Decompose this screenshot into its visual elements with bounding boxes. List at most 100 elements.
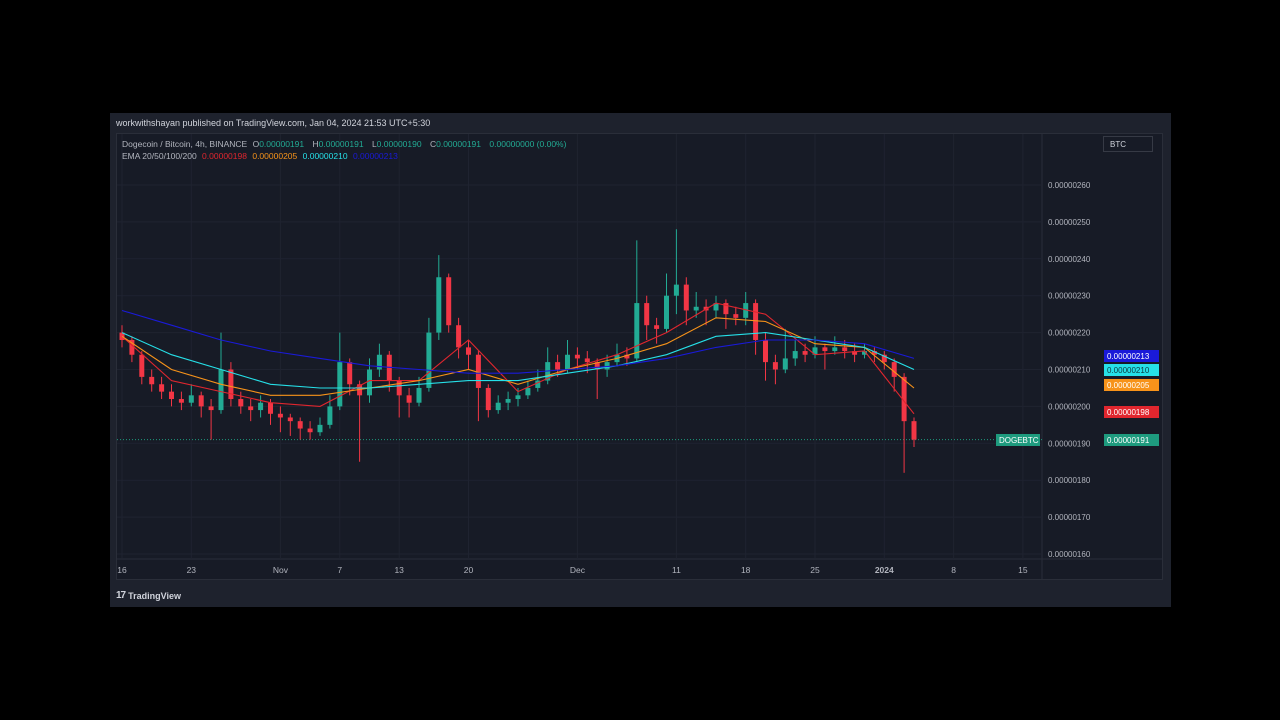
candle-body [782, 358, 788, 370]
candle-body [188, 395, 194, 403]
candle-body [495, 402, 501, 411]
x-tick-label: 11 [672, 565, 681, 575]
candle-body [317, 424, 323, 433]
ema200-value: 0.00000213 [352, 151, 398, 161]
ema-title: EMA 20/50/100/200 [122, 151, 197, 161]
candle-body [297, 421, 303, 429]
candle-body [772, 362, 778, 370]
y-tick-label: 0.00000190 [1048, 439, 1091, 448]
candle-body [466, 347, 471, 355]
candle-body [337, 362, 343, 407]
candle-body [802, 351, 808, 355]
y-tick-label: 0.00000240 [1048, 255, 1091, 264]
candle-body [723, 303, 729, 315]
candle-body [673, 284, 679, 296]
candle-body [178, 399, 184, 403]
candle-body [733, 314, 739, 318]
candle-body [822, 347, 828, 352]
candle-body [812, 347, 818, 355]
candle-body [871, 351, 877, 355]
x-tick-label: 16 [117, 565, 127, 575]
y-tick-label: 0.00000220 [1048, 329, 1091, 338]
candle-body [347, 362, 353, 385]
candle-body [485, 387, 491, 411]
candle-body [238, 399, 244, 407]
candle-body [159, 384, 165, 392]
currency-button[interactable]: BTC [1103, 136, 1153, 152]
ohlc-low: L0.00000190 [372, 139, 425, 149]
high-label: H [312, 139, 319, 149]
published-info: workwithshayan published on TradingView.… [116, 118, 431, 128]
y-tick-label: 0.00000160 [1048, 550, 1091, 559]
candle-body [376, 354, 382, 370]
ema50-value: 0.00000205 [252, 151, 298, 161]
x-tick-label: 23 [187, 565, 197, 575]
x-tick-label: Dec [570, 565, 586, 575]
candle-body [594, 362, 600, 370]
candle-body [446, 277, 452, 326]
candle-body [149, 376, 155, 385]
ema-line-ema200 [121, 309, 915, 374]
candle-body [535, 380, 541, 388]
high-value: 0.00000191 [318, 139, 364, 149]
ema-line-ema50 [121, 317, 915, 396]
candle-body [832, 347, 838, 352]
ohlc-high: H0.00000191 [313, 139, 367, 149]
x-tick-label: 25 [810, 565, 820, 575]
candle-body [129, 339, 135, 355]
symbol-legend: Dogecoin / Bitcoin, 4h, BINANCE O0.00000… [122, 139, 569, 149]
open-value: 0.00000191 [259, 139, 305, 149]
last-price-tag: 0.00000191 [1107, 436, 1150, 445]
x-tick-label: 8 [951, 565, 956, 575]
brand-text: TradingView [128, 590, 181, 601]
ema200-price-tag-bg [1104, 350, 1159, 362]
candle-body [287, 417, 293, 422]
ema20-value: 0.00000198 [202, 151, 247, 161]
x-tick-label: 20 [464, 565, 474, 575]
candle-body [842, 347, 848, 352]
y-tick-label: 0.00000200 [1048, 402, 1091, 411]
candle-body [753, 303, 759, 340]
ohlc-open: O0.00000191 [253, 139, 308, 149]
candle-body [792, 351, 798, 359]
x-tick-label: 18 [741, 565, 751, 575]
symbol-tag: DOGEBTC [999, 436, 1039, 445]
candlestick-chart[interactable]: 0.00000260 0.00000250 0.00000240 0.00000230… [117, 134, 1162, 579]
y-tick-label: 0.00000210 [1048, 366, 1091, 375]
candle-body [565, 354, 570, 370]
x-tick-label: 7 [337, 565, 342, 575]
y-tick-label: 0.00000230 [1048, 292, 1091, 301]
candle-body [584, 358, 590, 363]
y-tick-label: 0.00000170 [1048, 513, 1091, 522]
ema20-price-tag-bg [1104, 406, 1159, 418]
candle-body [852, 351, 858, 355]
ema50-price-tag: 0.00000205 [1107, 381, 1150, 390]
candle-body [218, 369, 224, 411]
candle-body [555, 362, 561, 370]
last-price-tag-bg [1104, 434, 1159, 446]
candle-body [664, 295, 669, 329]
close-label: C [429, 139, 437, 149]
candle-body [505, 399, 511, 403]
candle-body [574, 354, 580, 359]
ema100-price-tag-bg [1104, 364, 1159, 376]
candle-body [139, 354, 145, 377]
ema-legend: EMA 20/50/100/200 0.00000198 0.00000205 … [122, 151, 401, 161]
ema20-price-tag: 0.00000198 [1107, 408, 1150, 417]
candle-body [683, 284, 689, 311]
close-value: 0.00000191 [436, 139, 482, 149]
candle-body [169, 391, 174, 400]
candle-body [396, 380, 402, 396]
y-tick-label: 0.00000260 [1048, 181, 1091, 190]
x-tick-label: 15 [1018, 565, 1028, 575]
x-tick-label: 13 [394, 565, 404, 575]
candle-body [713, 303, 719, 311]
candle-body [416, 387, 422, 403]
chart-pane[interactable]: 0.00000260 0.00000250 0.00000240 0.00000230… [116, 133, 1163, 580]
chart-frame: workwithshayan published on TradingView.… [110, 113, 1171, 607]
x-tick-label: 2024 [875, 565, 894, 575]
candle-body [119, 332, 125, 340]
candle-body [436, 277, 442, 333]
candle-body [891, 362, 897, 377]
change-value: 0.00000000 (0.00%) [489, 139, 567, 149]
